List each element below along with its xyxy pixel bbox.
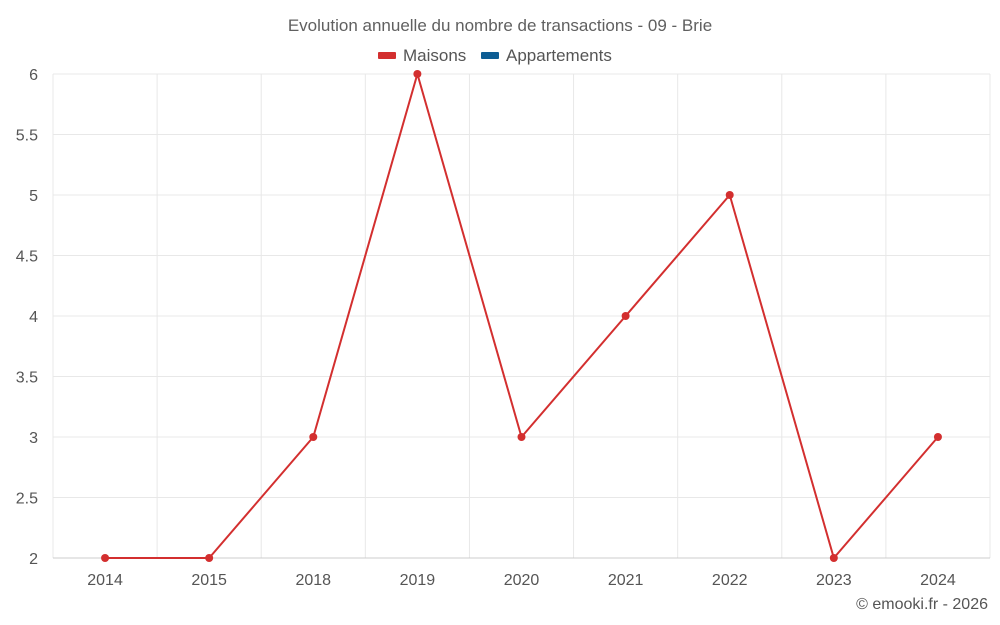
series-maisons (101, 70, 942, 562)
x-tick-label: 2014 (87, 572, 123, 589)
x-tick-label: 2023 (816, 572, 852, 589)
y-axis: 2 2.5 3 3.5 4 4.5 5 5.5 6 (16, 67, 38, 568)
y-tick-label: 4 (29, 309, 38, 326)
x-tick-label: 2020 (504, 572, 540, 589)
legend-label-appartements: Appartements (506, 46, 612, 65)
y-tick-label: 6 (29, 67, 38, 84)
data-point-maisons[interactable] (309, 433, 318, 441)
y-tick-label: 5.5 (16, 128, 38, 145)
legend-swatch-maisons (378, 52, 396, 59)
data-point-maisons[interactable] (205, 554, 214, 562)
legend-item-appartements[interactable]: Appartements (481, 46, 612, 65)
data-point-maisons[interactable] (413, 70, 422, 78)
y-tick-label: 3.5 (16, 370, 38, 387)
x-tick-label: 2019 (400, 572, 436, 589)
y-tick-label: 2.5 (16, 491, 38, 508)
x-tick-label: 2018 (295, 572, 331, 589)
data-point-maisons[interactable] (621, 312, 630, 320)
data-point-maisons[interactable] (725, 191, 734, 199)
legend-item-maisons[interactable]: Maisons (378, 46, 466, 65)
x-tick-label: 2015 (191, 572, 227, 589)
data-point-maisons[interactable] (101, 554, 110, 562)
chart-title: Evolution annuelle du nombre de transact… (288, 16, 712, 35)
y-tick-label: 4.5 (16, 249, 38, 266)
x-tick-label: 2021 (608, 572, 644, 589)
data-point-maisons[interactable] (933, 433, 942, 441)
credits-text: © emooki.fr - 2026 (856, 596, 988, 613)
legend-label-maisons: Maisons (403, 46, 466, 65)
x-tick-label: 2022 (712, 572, 748, 589)
x-tick-label: 2024 (920, 572, 956, 589)
data-point-maisons[interactable] (829, 554, 838, 562)
y-tick-label: 2 (29, 551, 38, 568)
y-tick-label: 3 (29, 430, 38, 447)
legend: Maisons Appartements (378, 46, 612, 65)
legend-swatch-appartements (481, 52, 499, 59)
y-tick-label: 5 (29, 188, 38, 205)
data-point-maisons[interactable] (517, 433, 526, 441)
grid (52, 73, 991, 559)
x-axis: 2014 2015 2018 2019 2020 2021 2022 2023 2024 (53, 557, 990, 589)
